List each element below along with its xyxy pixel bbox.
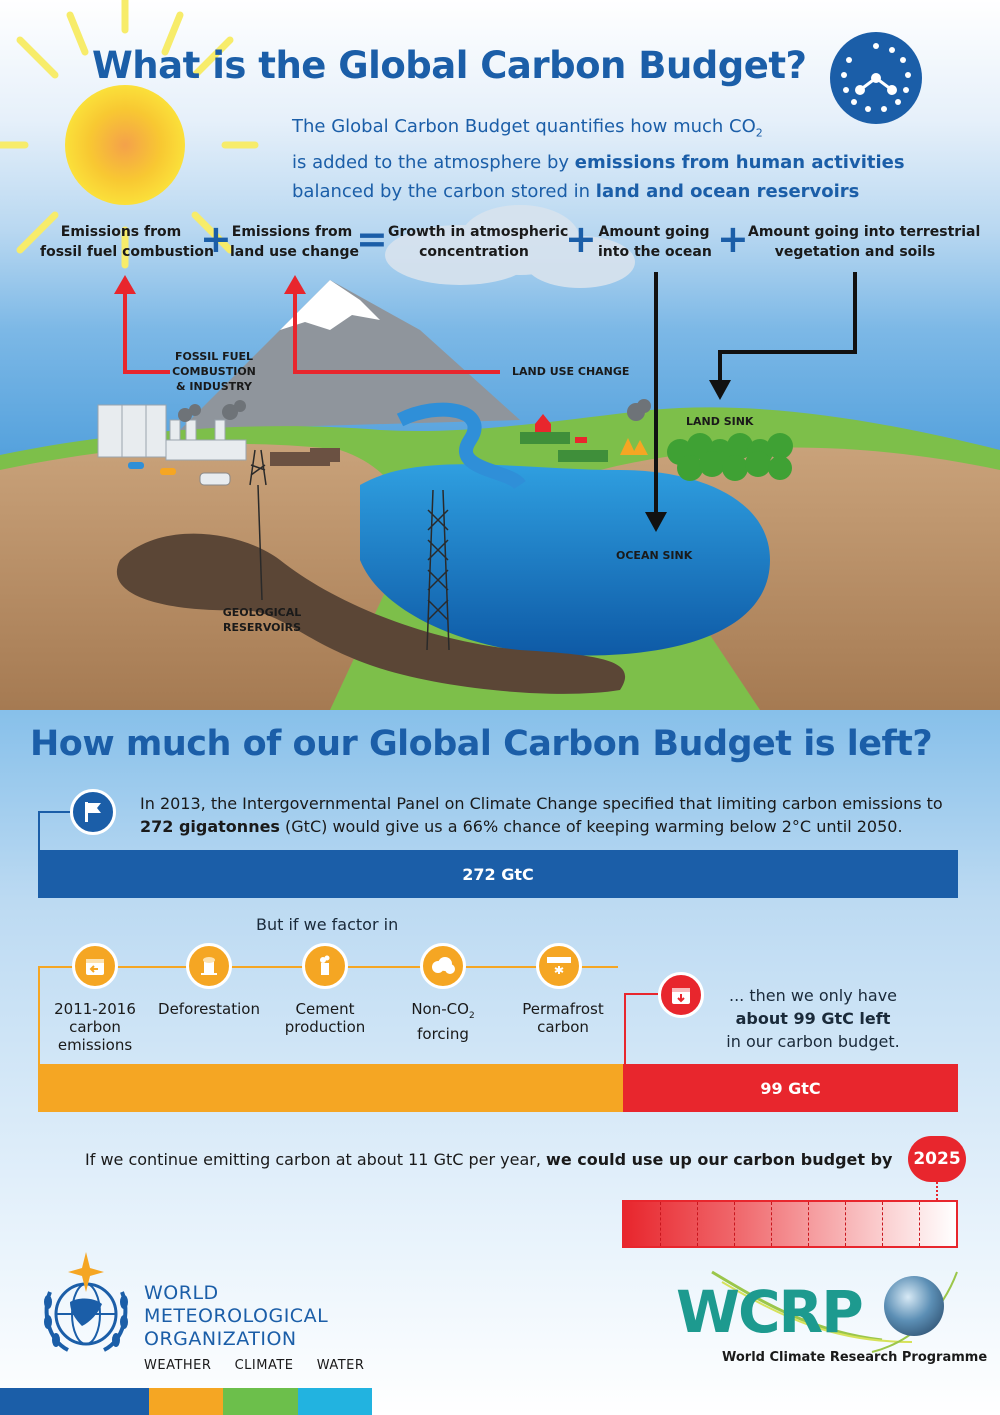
connector-line xyxy=(624,993,626,1064)
equation-plus-operator: + xyxy=(717,217,749,261)
wmo-name: WORLD METEOROLOGICAL ORGANIZATION xyxy=(144,1282,329,1350)
label-ocean-sink: OCEAN SINK xyxy=(616,549,693,562)
countdown-bar xyxy=(622,1200,958,1248)
calendar-arrow-icon xyxy=(72,943,118,989)
wcrp-acronym: WCRP xyxy=(676,1278,864,1346)
intro-highlight: emissions from human activities xyxy=(574,151,905,173)
intro-line: The Global Carbon Budget quantifies how … xyxy=(292,116,756,137)
permafrost-icon xyxy=(536,943,582,989)
factor-label-emissions: 2011-2016 carbon emissions xyxy=(54,1000,136,1054)
equation-term-atmosphere: Growth in atmospheric concentration xyxy=(388,224,569,260)
intro-text: The Global Carbon Budget quantifies how … xyxy=(292,112,952,206)
factor-label-permafrost: Permafrost carbon xyxy=(522,1000,604,1036)
label-geological-reservoirs: GEOLOGICAL RESERVOIRS xyxy=(222,606,302,634)
equation-plus-operator: + xyxy=(565,217,597,261)
factor-label-deforestation: Deforestation xyxy=(158,1000,260,1018)
sink-arrow-icon xyxy=(654,272,857,515)
carbon-budget-badge-icon xyxy=(830,32,922,124)
label-fossil-fuel: FOSSIL FUEL COMBUSTION & INDUSTRY xyxy=(172,350,256,393)
calendar-down-icon xyxy=(658,972,704,1018)
connector-line xyxy=(624,993,658,995)
wmo-tagline: WEATHER CLIMATE WATER xyxy=(144,1358,365,1373)
year-badge: 2025 xyxy=(908,1136,966,1182)
factor-label-non-co2: Non-CO2 forcing xyxy=(411,1000,475,1043)
equation-term-land-use: Emissions from land use change xyxy=(230,224,359,260)
connector-line xyxy=(38,811,70,813)
label-land-sink: LAND SINK xyxy=(686,415,754,428)
remaining-budget-segment: 99 GtC xyxy=(623,1064,958,1112)
flag-icon xyxy=(70,789,116,835)
remaining-budget-text: ... then we only have about 99 GtC left … xyxy=(726,986,900,1051)
label-land-use-change: LAND USE CHANGE xyxy=(512,365,630,378)
budget-split-bar: 99 GtC xyxy=(38,1064,958,1112)
equation-term-land-vegetation: Amount going into terrestrial vegetation … xyxy=(748,224,981,260)
connector-line xyxy=(38,966,40,1064)
connector-line xyxy=(936,1182,938,1200)
connector-line xyxy=(38,811,40,851)
equation-plus-operator: + xyxy=(200,217,232,261)
equation-term-ocean: Amount going into the ocean xyxy=(598,224,712,260)
factor-label-cement: Cement production xyxy=(284,1000,366,1036)
sun-icon xyxy=(0,0,259,269)
emission-arrow-icon xyxy=(123,290,500,374)
year-value: 2025 xyxy=(913,1149,961,1169)
carbon-cycle-illustration xyxy=(0,0,1000,710)
cloud-icon xyxy=(420,943,466,989)
intro-line: balanced by the carbon stored in xyxy=(292,180,596,202)
footer-color-stripe xyxy=(0,1388,373,1415)
total-budget-bar: 272 GtC xyxy=(38,850,958,898)
equation-term-fossil: Emissions from fossil fuel combustion xyxy=(40,224,214,260)
projection-statement: If we continue emitting carbon at about … xyxy=(85,1150,893,1169)
tree-stump-icon xyxy=(186,943,232,989)
co2-subscript: 2 xyxy=(755,126,763,140)
wcrp-globe-icon xyxy=(884,1276,944,1336)
budget-section-title: How much of our Global Carbon Budget is … xyxy=(30,724,933,764)
page-title: What is the Global Carbon Budget? xyxy=(92,44,807,87)
total-budget-label: 272 GtC xyxy=(462,864,534,884)
used-budget-segment xyxy=(38,1064,623,1112)
cement-factory-icon xyxy=(302,943,348,989)
intro-highlight: land and ocean reservoirs xyxy=(595,180,860,202)
factor-in-label: But if we factor in xyxy=(256,915,399,934)
wcrp-full-name: World Climate Research Programme xyxy=(722,1350,988,1365)
remaining-budget-label: 99 GtC xyxy=(760,1078,821,1098)
intro-line: is added to the atmosphere by xyxy=(292,151,575,173)
wmo-logo-icon xyxy=(38,1252,134,1366)
equation-equals-operator: = xyxy=(356,217,388,261)
ipcc-statement: In 2013, the Intergovernmental Panel on … xyxy=(140,794,943,836)
wcrp-logo: WCRP World Climate Research Programme xyxy=(672,1262,987,1372)
